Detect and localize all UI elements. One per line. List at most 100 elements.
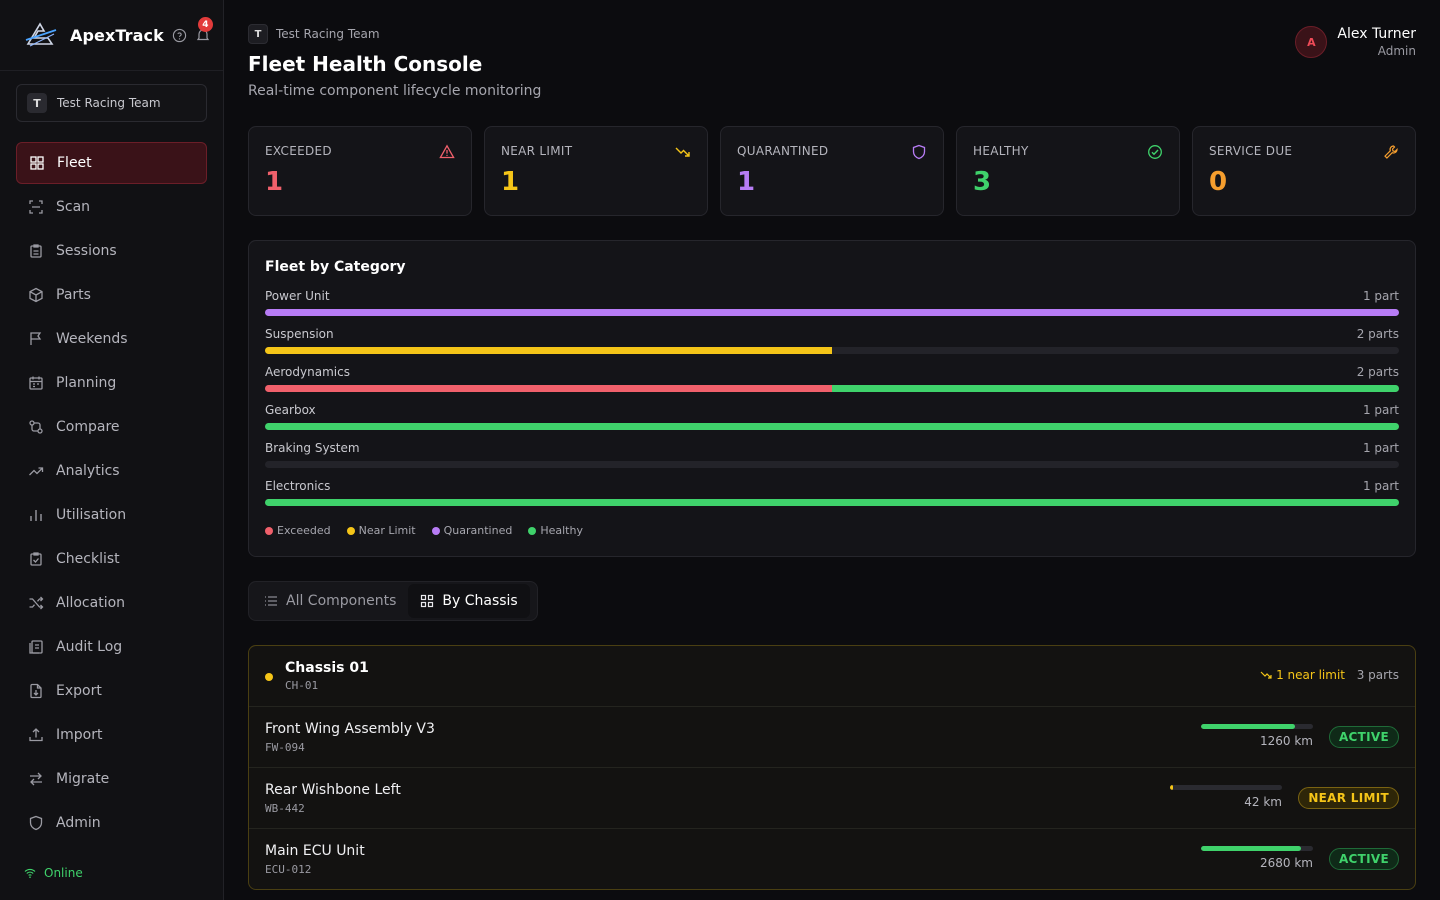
sidebar-item-export[interactable]: Export bbox=[16, 670, 207, 712]
help-icon[interactable] bbox=[172, 28, 187, 43]
scan-icon bbox=[29, 200, 43, 214]
chassis-parts-count: 3 parts bbox=[1356, 668, 1399, 682]
part-row[interactable]: Main ECU Unit ECU-012 2680 km ACTIVE bbox=[249, 829, 1415, 889]
category-health-bar bbox=[265, 385, 1399, 392]
arrows-icon bbox=[30, 772, 42, 786]
sidebar-item-analytics[interactable]: Analytics bbox=[16, 450, 207, 492]
shield-icon bbox=[912, 144, 926, 160]
part-life-indicator: 1260 km bbox=[1201, 724, 1313, 748]
stat-card-near-limit[interactable]: NEAR LIMIT 1 bbox=[484, 126, 708, 216]
by-chassis-tab[interactable]: By Chassis bbox=[408, 584, 530, 618]
category-name: Electronics bbox=[265, 479, 331, 493]
sidebar: ApexTrack 4 T Test Racing Team Fleet Scan… bbox=[0, 0, 224, 900]
connection-status: Online bbox=[24, 866, 83, 880]
brand-name: ApexTrack bbox=[70, 25, 164, 45]
brand-divider bbox=[0, 70, 223, 71]
legend-dot bbox=[431, 526, 440, 535]
stat-label: NEAR LIMIT bbox=[501, 144, 573, 158]
sidebar-item-label: Admin bbox=[56, 815, 101, 831]
stat-card-healthy[interactable]: HEALTHY 3 bbox=[956, 126, 1180, 216]
category-name: Gearbox bbox=[265, 403, 316, 417]
sidebar-item-admin[interactable]: Admin bbox=[16, 802, 207, 844]
part-km: 1260 km bbox=[1260, 734, 1313, 748]
sidebar-item-label: Import bbox=[56, 727, 103, 743]
category-name: Power Unit bbox=[265, 289, 330, 303]
category-row: Gearbox 1 part bbox=[265, 403, 1399, 437]
sidebar-item-scan[interactable]: Scan bbox=[16, 186, 207, 228]
stat-card-service-due[interactable]: SERVICE DUE 0 bbox=[1192, 126, 1416, 216]
flag-icon bbox=[30, 332, 42, 345]
sidebar-item-planning[interactable]: Planning bbox=[16, 362, 207, 404]
category-count: 2 parts bbox=[1356, 327, 1399, 341]
category-health-bar bbox=[265, 499, 1399, 506]
wifi-icon bbox=[24, 868, 36, 878]
part-life-bar bbox=[1170, 785, 1282, 790]
list-icon bbox=[265, 596, 277, 606]
user-name: Alex Turner bbox=[1337, 26, 1416, 42]
sidebar-item-label: Planning bbox=[56, 375, 117, 391]
category-segment-quarantined bbox=[265, 309, 1399, 316]
sidebar-item-weekends[interactable]: Weekends bbox=[16, 318, 207, 360]
category-health-bar bbox=[265, 347, 1399, 354]
category-segment-healthy bbox=[265, 423, 1399, 430]
sidebar-item-compare[interactable]: Compare bbox=[16, 406, 207, 448]
sidebar-item-import[interactable]: Import bbox=[16, 714, 207, 756]
part-row[interactable]: Front Wing Assembly V3 FW-094 1260 km ACTIV… bbox=[249, 707, 1415, 768]
legend-label: Near Limit bbox=[358, 524, 416, 537]
file-export-icon bbox=[30, 683, 42, 699]
stat-label: HEALTHY bbox=[973, 144, 1029, 158]
chassis-name: Chassis 01 bbox=[285, 660, 369, 676]
status-badge: NEAR LIMIT bbox=[1298, 787, 1399, 809]
category-segment-near bbox=[265, 347, 832, 354]
sidebar-item-allocation[interactable]: Allocation bbox=[16, 582, 207, 624]
category-count: 1 part bbox=[1362, 479, 1399, 493]
sidebar-item-migrate[interactable]: Migrate bbox=[16, 758, 207, 800]
sidebar-item-parts[interactable]: Parts bbox=[16, 274, 207, 316]
stat-value: 3 bbox=[973, 167, 992, 197]
all-components-tab[interactable]: All Components bbox=[252, 584, 408, 618]
part-km: 42 km bbox=[1244, 795, 1282, 809]
chassis-near-limit-label: 1 near limit bbox=[1276, 668, 1345, 682]
sidebar-item-utilisation[interactable]: Utilisation bbox=[16, 494, 207, 536]
user-menu[interactable]: A Alex Turner Admin bbox=[1295, 26, 1416, 58]
legend-label: Healthy bbox=[540, 524, 583, 537]
sidebar-item-label: Scan bbox=[56, 199, 91, 215]
breadcrumb-team-avatar: T bbox=[248, 24, 268, 44]
category-health-bar bbox=[265, 309, 1399, 316]
by-chassis-label: By Chassis bbox=[442, 593, 518, 609]
stat-card-exceeded[interactable]: EXCEEDED 1 bbox=[248, 126, 472, 216]
sidebar-item-fleet[interactable]: Fleet bbox=[16, 142, 207, 184]
part-life-bar bbox=[1201, 846, 1313, 851]
part-life-fill bbox=[1201, 724, 1296, 729]
part-name: Rear Wishbone Left bbox=[265, 782, 401, 798]
category-count: 1 part bbox=[1362, 441, 1399, 455]
sidebar-item-label: Migrate bbox=[56, 771, 110, 787]
sidebar-item-audit-log[interactable]: Audit Log bbox=[16, 626, 207, 668]
sidebar-item-checklist[interactable]: Checklist bbox=[16, 538, 207, 580]
part-row[interactable]: Rear Wishbone Left WB-442 42 km NEAR LIMIT bbox=[249, 768, 1415, 829]
part-name: Front Wing Assembly V3 bbox=[265, 721, 435, 737]
sidebar-item-label: Analytics bbox=[56, 463, 120, 479]
stat-label: SERVICE DUE bbox=[1209, 144, 1293, 158]
fleet-by-category-card: Fleet by Category Power Unit 1 part Suspen… bbox=[248, 240, 1416, 557]
legend-dot bbox=[528, 526, 537, 535]
stat-label: QUARANTINED bbox=[737, 144, 829, 158]
breadcrumb-team[interactable]: Test Racing Team bbox=[276, 27, 380, 41]
status-badge: ACTIVE bbox=[1328, 726, 1399, 748]
legend-dot bbox=[265, 526, 273, 535]
chassis-header[interactable]: Chassis 01 CH-01 1 near limit 3 parts bbox=[249, 646, 1415, 707]
trending-down-icon bbox=[675, 147, 690, 157]
category-count: 2 parts bbox=[1356, 365, 1399, 379]
sidebar-item-label: Sessions bbox=[56, 243, 117, 259]
team-selector[interactable]: T Test Racing Team bbox=[16, 84, 207, 122]
compare-icon bbox=[29, 420, 43, 434]
chassis-card: Chassis 01 CH-01 1 near limit 3 parts Fr… bbox=[248, 645, 1416, 890]
part-code: ECU-012 bbox=[265, 863, 312, 876]
online-label: Online bbox=[44, 866, 83, 880]
category-row: Power Unit 1 part bbox=[265, 289, 1399, 323]
stat-card-quarantined[interactable]: QUARANTINED 1 bbox=[720, 126, 944, 216]
sidebar-item-sessions[interactable]: Sessions bbox=[16, 230, 207, 272]
sidebar-item-label: Parts bbox=[56, 287, 91, 303]
shuffle-icon bbox=[29, 596, 44, 610]
notifications-button[interactable]: 4 bbox=[195, 17, 213, 43]
